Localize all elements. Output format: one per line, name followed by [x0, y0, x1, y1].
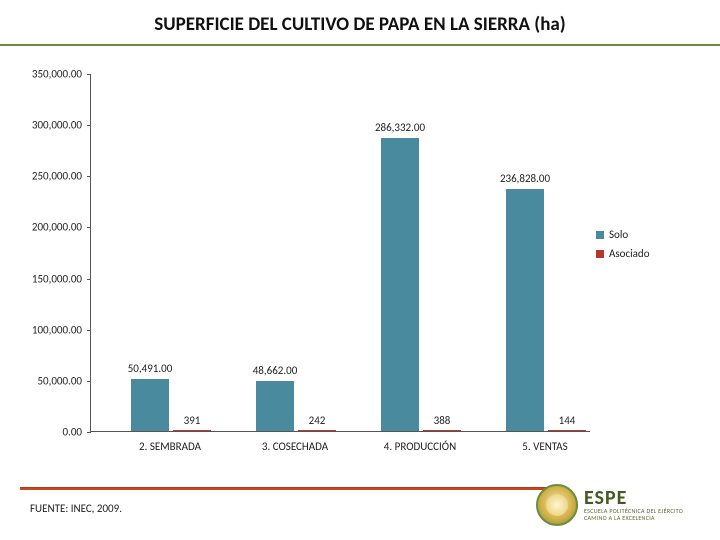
bar-value-label: 50,491.00 — [128, 362, 173, 375]
logo-sub2-text: CAMINO A LA EXCELENCIA — [584, 515, 683, 522]
logo-main-text: ESPE — [584, 488, 683, 508]
bar — [506, 189, 544, 431]
y-tick-label: 200,000.00 — [32, 221, 82, 234]
legend-item: Asociado — [596, 247, 696, 260]
bar-value-label: 388 — [434, 414, 451, 427]
y-tick-label: 350,000.00 — [32, 68, 82, 81]
chart-area: 0.00 50,000.00 100,000.00 150,000.00 200,000… — [20, 74, 700, 464]
chart-title: SUPERFICIE DEL CULTIVO DE PAPA EN LA SIE… — [0, 13, 720, 36]
legend-swatch — [596, 250, 604, 258]
y-tick-mark — [87, 381, 91, 382]
y-tick-mark — [87, 176, 91, 177]
y-tick-label: 100,000.00 — [32, 323, 82, 336]
x-category-label: 3. COSECHADA — [262, 440, 328, 453]
y-tick-mark — [87, 74, 91, 75]
bar — [173, 430, 211, 431]
y-tick-mark — [87, 227, 91, 228]
logo-block: ESPE ESCUELA POLITÉCNICA DEL EJÉRCITO CA… — [536, 482, 706, 528]
plot-region: 50,491.00 391 48,662.00 242 286,332.00 388 236… — [90, 74, 590, 432]
bar — [381, 138, 419, 431]
bar-value-label: 242 — [309, 414, 326, 427]
legend-swatch — [596, 231, 604, 239]
bar-value-label: 236,828.00 — [500, 172, 550, 185]
logo-text: ESPE ESCUELA POLITÉCNICA DEL EJÉRCITO CA… — [584, 488, 683, 521]
y-tick-label: 150,000.00 — [32, 272, 82, 285]
y-tick-label: 50,000.00 — [37, 374, 82, 387]
bar-value-label: 391 — [184, 414, 201, 427]
bar-value-label: 48,662.00 — [253, 364, 298, 377]
bar-value-label: 144 — [559, 414, 576, 427]
legend-label: Solo — [609, 228, 628, 241]
decorative-top-line — [0, 44, 720, 46]
bar — [423, 430, 461, 431]
bar — [548, 430, 586, 431]
x-axis-labels: 2. SEMBRADA 3. COSECHADA 4. PRODUCCIÓN 5. V… — [90, 436, 590, 460]
y-tick-label: 300,000.00 — [32, 119, 82, 132]
y-tick-mark — [87, 432, 91, 433]
y-tick-mark — [87, 330, 91, 331]
x-category-label: 2. SEMBRADA — [139, 440, 201, 453]
y-tick-mark — [87, 279, 91, 280]
logo-icon — [536, 484, 578, 526]
legend-label: Asociado — [609, 247, 650, 260]
slide-root: SUPERFICIE DEL CULTIVO DE PAPA EN LA SIE… — [0, 0, 720, 540]
bar — [131, 379, 169, 431]
bar-value-label: 286,332.00 — [375, 121, 425, 134]
bar — [298, 430, 336, 431]
y-tick-label: 0.00 — [62, 426, 82, 439]
legend: Solo Asociado — [596, 228, 696, 266]
legend-item: Solo — [596, 228, 696, 241]
bar — [256, 381, 294, 431]
x-category-label: 4. PRODUCCIÓN — [384, 440, 456, 453]
y-tick-mark — [87, 125, 91, 126]
decorative-bottom-line — [20, 487, 560, 490]
source-text: FUENTE: INEC, 2009. — [30, 502, 122, 515]
x-category-label: 5. VENTAS — [522, 440, 567, 453]
y-axis-labels: 0.0050,000.00100,000.00150,000.00200,000… — [20, 74, 86, 432]
y-tick-label: 250,000.00 — [32, 170, 82, 183]
